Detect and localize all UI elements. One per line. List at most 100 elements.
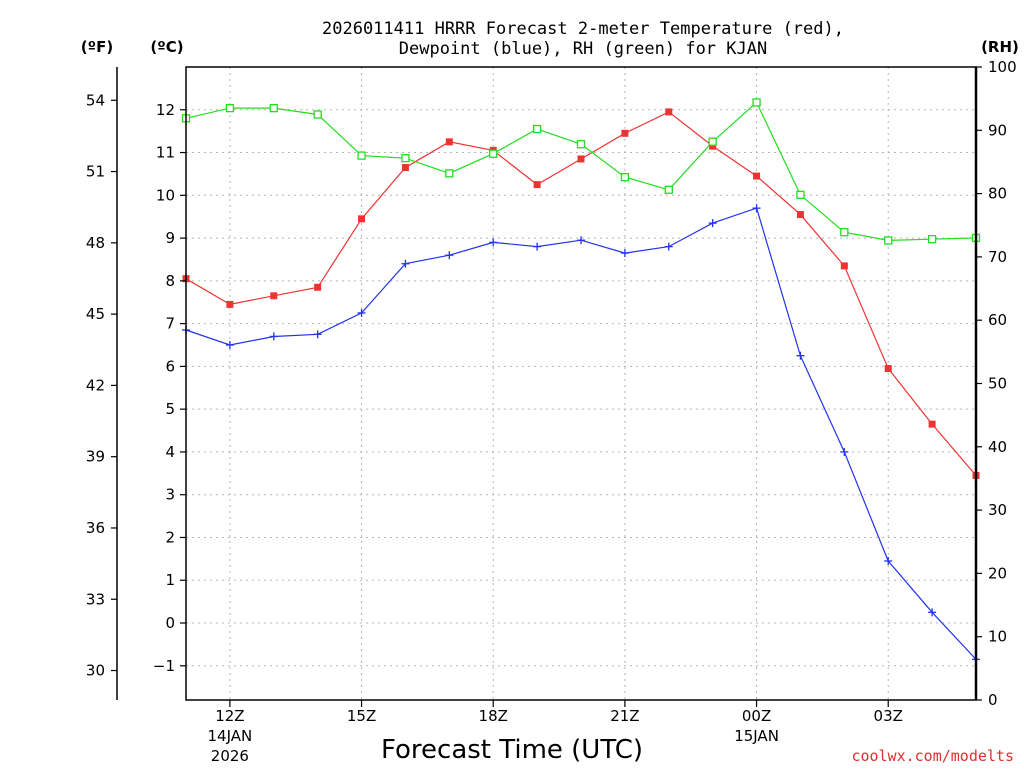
chart-title-line1: 2026011411 HRRR Forecast 2-meter Tempera… <box>322 19 844 39</box>
temperature-point <box>709 142 717 150</box>
rh-point <box>576 140 586 149</box>
temperature-point <box>445 138 453 146</box>
rh-point <box>225 103 235 113</box>
rh-tick-label: 50 <box>988 375 1007 393</box>
dewpoint-point <box>401 259 410 268</box>
x-tick-label: 12Z <box>215 707 244 725</box>
temperature-point <box>884 365 892 373</box>
fahrenheit-tick-label: 45 <box>86 305 105 323</box>
x-tick-date: 14JAN <box>208 727 253 745</box>
dewpoint-point <box>840 447 849 456</box>
celsius-tick-label: 7 <box>165 315 175 333</box>
celsius-tick-label: 2 <box>165 528 175 546</box>
axis-layer: −101234567891011123033363942454851540102… <box>86 58 1017 765</box>
temperature-point <box>621 129 629 137</box>
rh-tick-label: 30 <box>988 501 1007 519</box>
dewpoint-point <box>752 204 761 213</box>
temperature-point <box>270 292 278 300</box>
x-tick-label: 15Z <box>347 707 376 725</box>
temperature-point <box>665 108 673 116</box>
dewpoint-point <box>577 236 585 245</box>
rh-point <box>313 110 322 119</box>
dewpoint-point <box>664 242 673 251</box>
dewpoint-point <box>489 238 498 247</box>
rh-point <box>532 124 542 134</box>
rh-tick-label: 20 <box>988 564 1007 582</box>
dewpoint-point <box>928 608 937 617</box>
rh-point <box>840 228 849 237</box>
temperature-point <box>226 300 234 308</box>
celsius-tick-label: 5 <box>165 400 175 418</box>
rh-point <box>357 151 366 160</box>
rh-tick-label: 80 <box>988 185 1007 203</box>
dewpoint-point <box>269 332 278 341</box>
dewpoint-point <box>225 341 234 350</box>
rh-point <box>884 236 893 245</box>
temperature-point <box>796 211 804 219</box>
rh-point <box>752 98 761 107</box>
credit-text: coolwx.com/modelts <box>851 747 1014 765</box>
celsius-tick-label: −1 <box>153 657 175 675</box>
rh-point <box>620 172 630 182</box>
celsius-tick-label: 12 <box>156 101 175 119</box>
temperature-point <box>401 164 409 172</box>
celsius-tick-label: 10 <box>156 186 175 204</box>
fahrenheit-tick-label: 33 <box>86 590 105 608</box>
dewpoint-point <box>796 351 805 360</box>
rh-point <box>489 149 498 158</box>
celsius-tick-label: 11 <box>156 144 175 162</box>
temperature-point <box>577 155 585 163</box>
rh-tick-label: 70 <box>988 248 1007 266</box>
x-tick-label: 03Z <box>874 707 903 725</box>
rh-point <box>927 235 937 244</box>
temperature-point <box>840 262 848 270</box>
celsius-tick-label: 6 <box>165 357 175 375</box>
fahrenheit-tick-label: 54 <box>86 91 105 109</box>
fahrenheit-tick-label: 48 <box>86 234 105 252</box>
x-tick-year: 2026 <box>211 747 249 765</box>
temperature-line <box>185 111 977 476</box>
x-tick-date: 15JAN <box>734 727 779 745</box>
celsius-tick-label: 9 <box>165 229 175 247</box>
fahrenheit-tick-label: 42 <box>86 376 105 394</box>
temperature-point <box>533 181 541 189</box>
fahrenheit-tick-label: 51 <box>86 163 105 181</box>
celsius-tick-label: 8 <box>165 272 175 290</box>
temperature-point <box>358 215 366 223</box>
celsius-tick-label: 4 <box>165 443 175 461</box>
dewpoint-point <box>445 251 454 260</box>
rh-point <box>445 169 454 178</box>
rh-unit-label: (RH) <box>981 38 1019 56</box>
x-tick-label: 00Z <box>742 707 771 725</box>
dewpoint-line <box>185 207 977 660</box>
dewpoint-point <box>313 330 322 339</box>
rh-point <box>708 137 717 146</box>
dewpoint-point <box>357 308 366 317</box>
celsius-tick-label: 1 <box>165 571 175 589</box>
x-tick-label: 21Z <box>610 707 639 725</box>
fahrenheit-tick-label: 39 <box>86 448 105 466</box>
celsius-tick-label: 0 <box>165 614 175 632</box>
celsius-tick-label: 3 <box>165 486 175 504</box>
chart-title-line2: Dewpoint (blue), RH (green) for KJAN <box>399 39 767 59</box>
celsius-unit-label: (ºC) <box>150 38 183 56</box>
x-tick-label: 18Z <box>479 707 508 725</box>
dewpoint-point <box>884 556 893 565</box>
rh-tick-label: 40 <box>988 438 1007 456</box>
temperature-point <box>753 172 761 180</box>
rh-line <box>185 101 977 242</box>
rh-point <box>796 190 805 200</box>
fahrenheit-unit-label: (ºF) <box>81 38 113 56</box>
fahrenheit-tick-label: 36 <box>86 519 105 537</box>
dewpoint-point <box>708 219 717 228</box>
rh-tick-label: 60 <box>988 311 1007 329</box>
rh-point <box>664 185 673 194</box>
fahrenheit-tick-label: 30 <box>86 662 105 680</box>
x-axis-title: Forecast Time (UTC) <box>381 735 643 765</box>
rh-point <box>269 103 278 113</box>
series-layer <box>181 98 981 664</box>
rh-tick-label: 0 <box>988 691 998 709</box>
temperature-point <box>928 420 936 428</box>
